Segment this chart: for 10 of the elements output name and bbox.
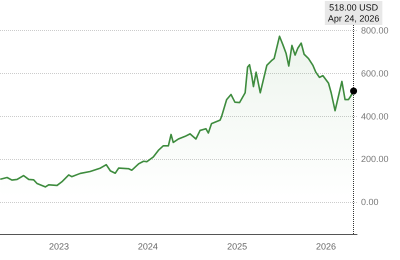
- y-tick-label: 0.00: [361, 196, 379, 207]
- y-tick-label: 200.00: [361, 154, 389, 164]
- x-tick-label: 2024: [138, 242, 158, 252]
- x-tick-label: 2026: [316, 242, 336, 252]
- y-tick-label: 800.00: [361, 26, 389, 36]
- annotation: 518.00 USD Apr 24, 2026: [328, 2, 380, 24]
- y-tick-label: 600.00: [361, 68, 389, 78]
- x-tick-label: 2023: [48, 242, 69, 252]
- x-tick-label: 2025: [227, 242, 248, 252]
- y-tick-label: 400.00: [361, 111, 389, 122]
